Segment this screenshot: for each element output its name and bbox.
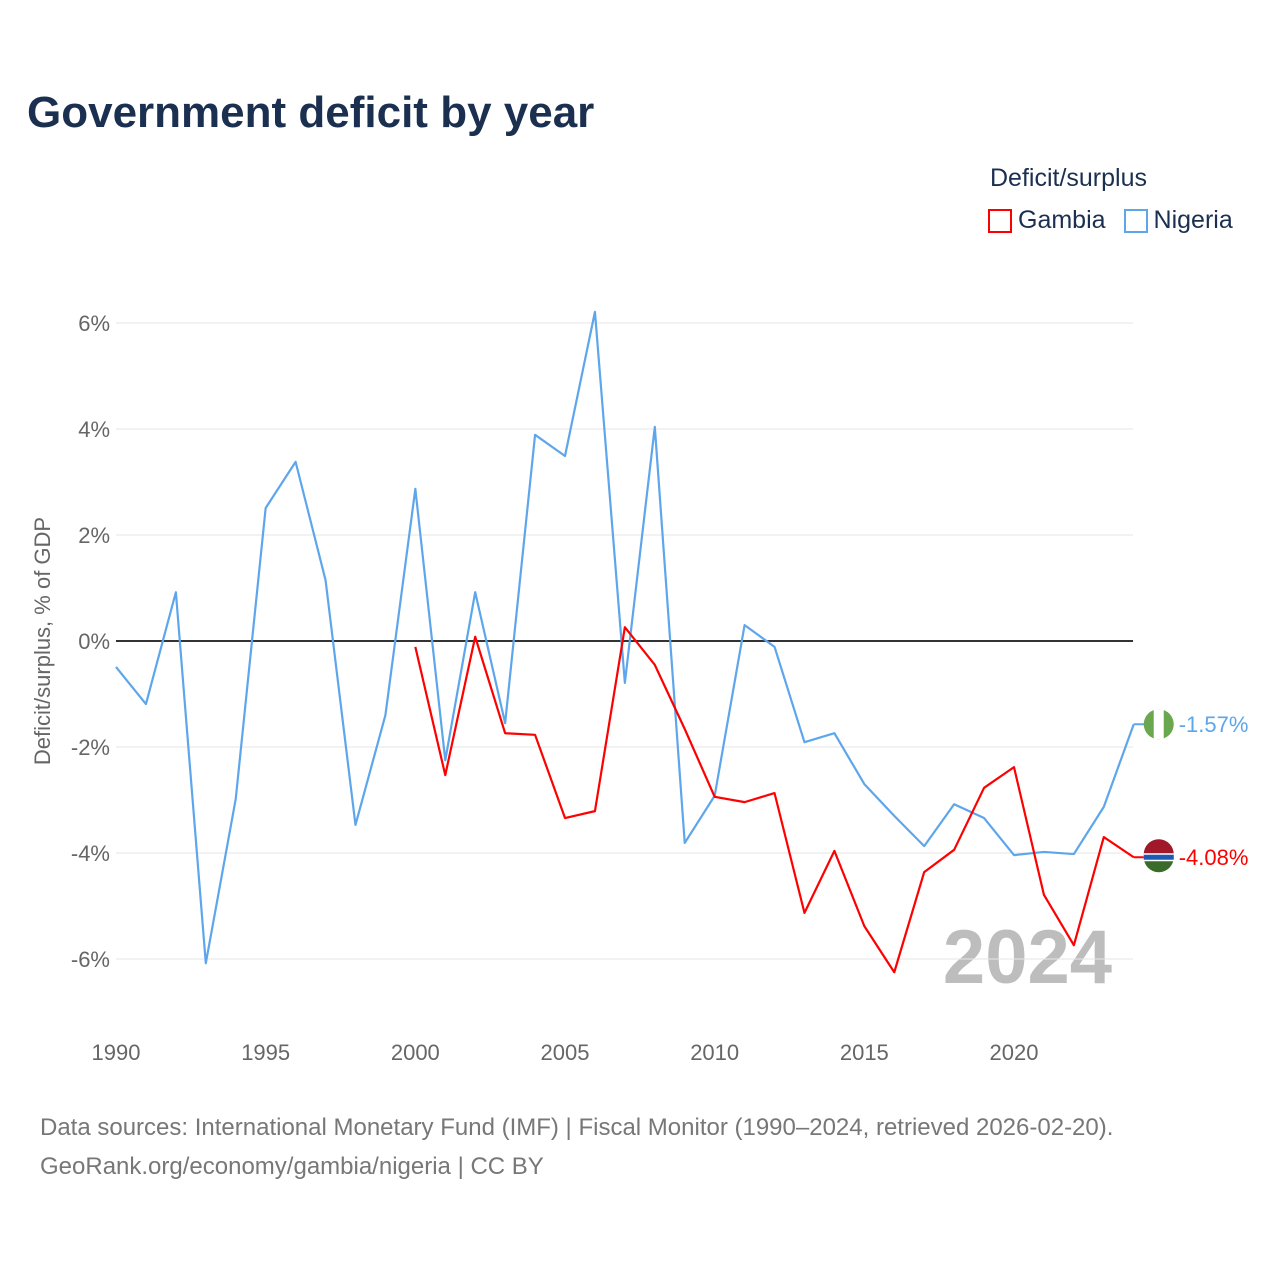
x-tick-label: 2010 [690, 1040, 739, 1065]
legend-label: Gambia [1018, 206, 1106, 234]
x-tick-label: 1995 [241, 1040, 290, 1065]
source-note: Data sources: International Monetary Fun… [40, 1114, 1114, 1141]
legend-label: Nigeria [1153, 206, 1233, 234]
gambia-flag-red [1143, 839, 1174, 855]
legend-title: Deficit/surplus [990, 164, 1147, 192]
x-tick-label: 1990 [92, 1040, 141, 1065]
chart-title: Government deficit by year [27, 88, 595, 137]
y-tick-label: 0% [78, 629, 110, 654]
legend-swatch-gambia [988, 208, 1012, 233]
series-line-nigeria [115, 310, 1135, 965]
end-value-label: -1.57% [1179, 712, 1249, 737]
series-line-gambia [414, 626, 1135, 974]
gambia-flag-blue [1143, 854, 1174, 860]
nigeria-flag-stripe [1153, 709, 1164, 740]
y-tick-label: -2% [71, 735, 110, 760]
footer: Data sources: International Monetary Fun… [40, 1108, 1113, 1186]
x-tick-label: 2020 [990, 1040, 1039, 1065]
x-tick-label: 2000 [391, 1040, 440, 1065]
y-axis-label: Deficit/surplus, % of GDP [30, 517, 55, 765]
x-tick-label: 2015 [840, 1040, 889, 1065]
y-tick-label: -4% [71, 841, 110, 866]
end-value-label: -4.08% [1179, 845, 1249, 870]
x-tick-label: 2005 [541, 1040, 590, 1065]
y-tick-label: 4% [78, 417, 110, 442]
site-credit: GeoRank.org/economy/gambia/nigeria | CC … [40, 1153, 544, 1180]
y-tick-label: 2% [78, 523, 110, 548]
y-tick-label: 6% [78, 311, 110, 336]
year-watermark: 2024 [943, 915, 1112, 1000]
legend-item-nigeria[interactable]: Nigeria [1123, 206, 1233, 235]
y-tick-label: -6% [71, 947, 110, 972]
legend-swatch-nigeria [1123, 208, 1148, 233]
legend: Gambia Nigeria [988, 206, 1233, 235]
legend-item-gambia[interactable]: Gambia [988, 206, 1106, 235]
